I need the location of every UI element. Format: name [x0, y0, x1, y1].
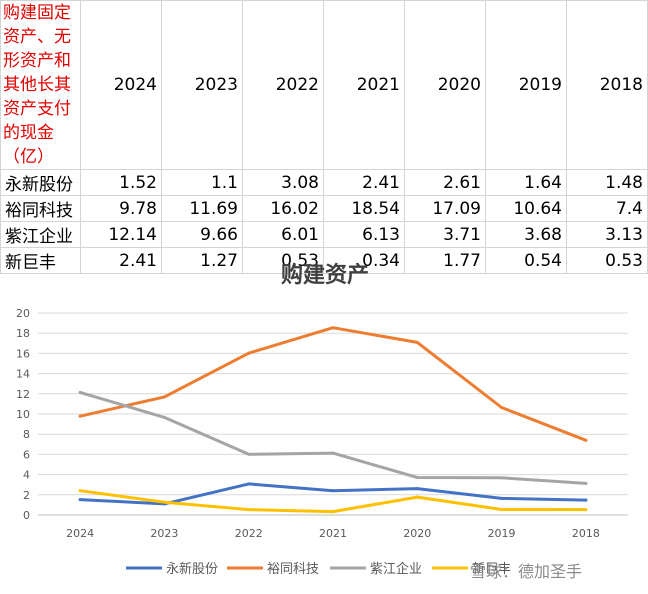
data-point: [78, 498, 82, 502]
table-cell: 3.13: [566, 221, 648, 248]
legend-label: 裕同科技: [267, 562, 319, 577]
chart-svg: 购建资产 0 2 4 6 8 10 12 14 16 18 20 2024 2023 2022 2021 2…: [16, 262, 628, 581]
y-tick-label: 8: [23, 428, 30, 441]
y-tick-label: 18: [16, 327, 30, 340]
data-point: [247, 508, 251, 512]
series-line: [78, 390, 588, 485]
table-cell: 11.69: [161, 195, 243, 222]
data-point: [331, 326, 335, 330]
table-cell: 0.53: [242, 247, 324, 274]
data-point: [500, 508, 504, 512]
y-tick-label: 2: [23, 489, 30, 502]
year-header: 2022: [242, 0, 324, 170]
x-tick-label: 2018: [572, 527, 600, 540]
series-line: [78, 326, 588, 442]
table-header-row: 购建固定资产、无形资产和其他长其资产支付的现金（亿） 2024 2023 202…: [0, 0, 648, 170]
x-tick-label: 2024: [66, 527, 94, 540]
data-point: [584, 498, 588, 502]
data-point: [331, 510, 335, 514]
legend-label: 新巨丰: [472, 561, 511, 577]
data-point: [500, 496, 504, 500]
year-header: 2020: [404, 0, 486, 170]
row-label: 紫江企业: [0, 221, 81, 248]
data-point: [247, 452, 251, 456]
table-cell: 18.54: [323, 195, 405, 222]
data-point: [500, 406, 504, 410]
table-cell: 9.66: [161, 221, 243, 248]
y-tick-label: 4: [23, 469, 30, 482]
data-point: [415, 476, 419, 480]
year-header: 2024: [80, 0, 162, 170]
data-point: [584, 508, 588, 512]
table-cell: 2.41: [323, 169, 405, 196]
data-point: [78, 414, 82, 418]
table-cell: 12.14: [80, 221, 162, 248]
table-cell: 0.53: [566, 247, 648, 274]
data-point: [331, 489, 335, 493]
series-line: [78, 489, 588, 514]
watermark-text: 雪球：德加圣手: [470, 562, 582, 581]
table-cell: 6.01: [242, 221, 324, 248]
year-header: 2019: [485, 0, 567, 170]
table-cell: 1.64: [485, 169, 567, 196]
table-cell: 3.08: [242, 169, 324, 196]
data-point: [162, 500, 166, 504]
year-header: 2023: [161, 0, 243, 170]
table-row: 紫江企业 12.14 9.66 6.01 6.13 3.71 3.68 3.13: [0, 221, 648, 248]
line-chart: 购建资产 0 2 4 6 8 10 12 14 16 18 20 2024 2023 2022 2021 2…: [0, 250, 648, 590]
table-cell: 17.09: [404, 195, 486, 222]
x-tick-label: 2020: [403, 527, 431, 540]
y-tick-label: 20: [16, 307, 30, 320]
y-tick-label: 12: [16, 388, 30, 401]
table-cell: 1.48: [566, 169, 648, 196]
table-header-label: 购建固定资产、无形资产和其他长其资产支付的现金（亿）: [0, 0, 81, 170]
data-point: [415, 495, 419, 499]
table-cell: 1.1: [161, 169, 243, 196]
y-tick-label: 16: [16, 347, 30, 360]
x-tick-label: 2021: [319, 527, 347, 540]
table-row: 永新股份 1.52 1.1 3.08 2.41 2.61 1.64 1.48: [0, 169, 648, 196]
row-label: 裕同科技: [0, 195, 81, 222]
y-tick-label: 14: [16, 368, 30, 381]
data-point: [162, 415, 166, 419]
data-table: 购建固定资产、无形资产和其他长其资产支付的现金（亿） 2024 2023 202…: [0, 0, 648, 274]
data-point: [584, 438, 588, 442]
year-header: 2018: [566, 0, 648, 170]
y-tick-label: 10: [16, 408, 30, 421]
x-tick-label: 2023: [150, 527, 178, 540]
y-tick-label: 6: [23, 448, 30, 461]
table-cell: 6.13: [323, 221, 405, 248]
data-point: [415, 487, 419, 491]
table-row: 裕同科技 9.78 11.69 16.02 18.54 17.09 10.64 …: [0, 195, 648, 222]
table-cell: 3.71: [404, 221, 486, 248]
data-point: [247, 351, 251, 355]
data-point: [78, 390, 82, 394]
data-point: [415, 340, 419, 344]
x-tick-label: 2022: [235, 527, 263, 540]
data-point: [331, 451, 335, 455]
legend-label: 永新股份: [166, 561, 218, 577]
y-tick-label: 0: [23, 509, 30, 522]
table-cell: 3.68: [485, 221, 567, 248]
year-header: 2021: [323, 0, 405, 170]
data-point: [78, 489, 82, 493]
table-cell: 2.41: [80, 247, 162, 274]
row-label: 永新股份: [0, 169, 81, 196]
table-cell: 16.02: [242, 195, 324, 222]
table-cell: 9.78: [80, 195, 162, 222]
table-row: 新巨丰 2.41 1.27 0.53 0.34 1.77 0.54 0.53: [0, 247, 648, 274]
data-point: [247, 482, 251, 486]
table-cell: 2.61: [404, 169, 486, 196]
x-tick-label: 2019: [488, 527, 516, 540]
data-point: [584, 481, 588, 485]
legend-label: 紫江企业: [370, 561, 422, 577]
chart-title: 购建资产: [281, 262, 369, 288]
row-label: 新巨丰: [0, 247, 81, 274]
table-cell: 0.54: [485, 247, 567, 274]
data-point: [162, 395, 166, 399]
table-cell: 10.64: [485, 195, 567, 222]
table-cell: 1.52: [80, 169, 162, 196]
data-point: [500, 476, 504, 480]
table-cell: 7.4: [566, 195, 648, 222]
